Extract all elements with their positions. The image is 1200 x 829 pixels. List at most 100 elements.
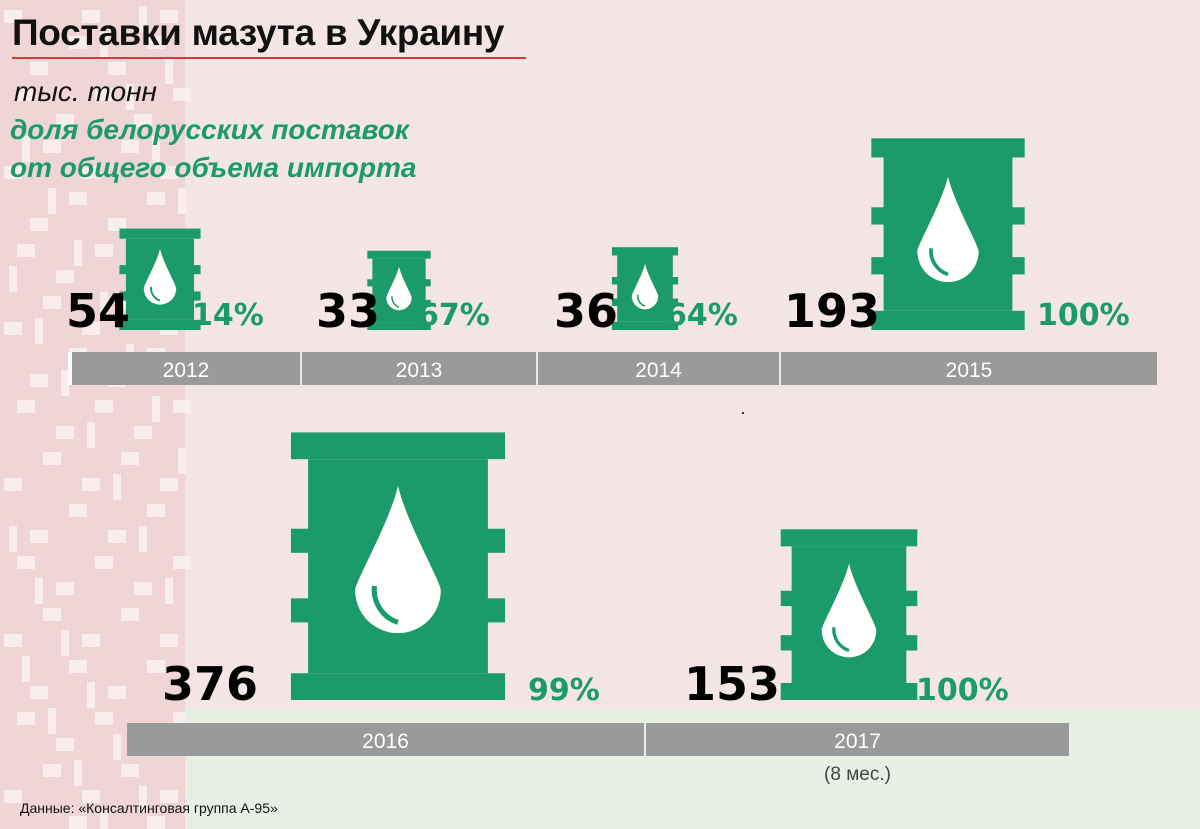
ornament-block — [108, 686, 126, 699]
ornament-block — [147, 192, 165, 205]
oil-barrel-icon — [611, 247, 679, 256]
ornament-pattern — [4, 6, 191, 829]
ornament-block — [22, 656, 30, 682]
ornament-block — [4, 10, 22, 23]
year-bar-edge — [68, 352, 72, 385]
barrel-bottom-rim — [290, 673, 506, 700]
ornament-block — [43, 764, 61, 777]
ornament-block — [82, 166, 100, 179]
ornament-block — [178, 188, 186, 214]
barrel-bottom-rim — [871, 310, 1025, 330]
ornament-block — [74, 760, 82, 786]
ornament-block — [48, 188, 56, 214]
ornament-block — [121, 608, 139, 621]
oil-barrel-icon — [871, 138, 1025, 158]
ornament-block — [61, 630, 69, 656]
year-bar-2012-label: 2012 — [163, 359, 210, 382]
share-label-2012: 14% — [192, 298, 264, 333]
ornament-block — [87, 422, 95, 448]
oil-barrel-icon — [290, 432, 506, 460]
ornament-block — [134, 582, 152, 595]
ornament-block — [82, 10, 100, 23]
year-bar-2015 — [781, 352, 1157, 385]
drop-highlight — [371, 585, 399, 625]
oil-barrel-icon — [367, 250, 431, 259]
barrel-2015 — [871, 138, 1025, 330]
ornament-block — [113, 474, 121, 500]
ornament-block — [9, 526, 17, 552]
drop-highlight — [391, 296, 400, 308]
share-label-2017: 100% — [916, 673, 1009, 708]
barrel-bottom-rim — [780, 682, 918, 700]
ornament-block — [100, 292, 108, 318]
ornament-block — [30, 530, 48, 543]
year-bar-2016 — [127, 723, 644, 756]
year-bar-2013-label: 2013 — [396, 359, 443, 382]
ornament-block — [95, 400, 113, 413]
share-label-2014: 64% — [666, 298, 738, 333]
ornament-block — [87, 682, 95, 708]
ornament-block — [82, 478, 100, 491]
value-label-2013: 33 — [316, 284, 380, 338]
ornament-block — [17, 556, 35, 569]
year-bar-2015-label: 2015 — [946, 359, 993, 382]
ornament-block — [69, 660, 87, 673]
ornament-block — [100, 32, 108, 58]
ornament-block — [43, 296, 61, 309]
ornament-block — [48, 708, 56, 734]
ornament-block — [43, 140, 61, 153]
ornament-block — [35, 578, 43, 604]
ornament-block — [30, 686, 48, 699]
ornament-block — [69, 816, 87, 829]
ornament-block — [4, 790, 22, 803]
value-label-2017: 153 — [684, 657, 780, 711]
ornament-block — [121, 764, 139, 777]
share-label-2016: 99% — [528, 673, 600, 708]
ornament-block — [43, 452, 61, 465]
drop-highlight — [832, 627, 850, 653]
ornament-block — [95, 88, 113, 101]
ornament-block — [22, 136, 30, 162]
ornament-block — [108, 530, 126, 543]
ornament-block — [61, 370, 69, 396]
stray-dot — [742, 412, 744, 414]
ornament-block — [82, 322, 100, 335]
barrel-2012 — [119, 228, 201, 330]
ornament-block — [9, 266, 17, 292]
barrel-bottom-rim — [611, 321, 679, 330]
ornament-block — [4, 634, 22, 647]
ornament-block — [160, 10, 178, 23]
ornament-block — [121, 452, 139, 465]
ornament-block — [165, 58, 173, 84]
ornament-block — [56, 738, 74, 751]
ornament-block — [108, 62, 126, 75]
ornament-block — [74, 240, 82, 266]
ornament-block — [4, 478, 22, 491]
ornament-block — [152, 396, 160, 422]
oil-barrel-icon — [119, 228, 201, 239]
ornament-block — [4, 322, 22, 335]
ornament-block — [17, 88, 35, 101]
ornament-block — [95, 244, 113, 257]
source-note: Данные: «Консалтинговая группа А-95» — [20, 800, 278, 816]
ornament-block — [160, 790, 178, 803]
ornament-block — [147, 504, 165, 517]
barrel-2013 — [367, 250, 431, 330]
ornament-block — [152, 136, 160, 162]
ornament-block — [56, 582, 74, 595]
drop-highlight — [636, 294, 646, 307]
ornament-block — [160, 478, 178, 491]
ornament-block — [56, 426, 74, 439]
ornament-block — [173, 400, 191, 413]
ornament-block — [126, 84, 134, 110]
ornament-block — [95, 712, 113, 725]
year-bar-2014-label: 2014 — [635, 359, 682, 382]
ornament-block — [4, 166, 22, 179]
barrel-2017 — [780, 529, 918, 700]
ornament-block — [121, 140, 139, 153]
value-label-2012: 54 — [66, 284, 130, 338]
ornament-block — [69, 36, 87, 49]
year-bar-2016-label: 2016 — [362, 730, 409, 753]
ornament-block — [173, 556, 191, 569]
